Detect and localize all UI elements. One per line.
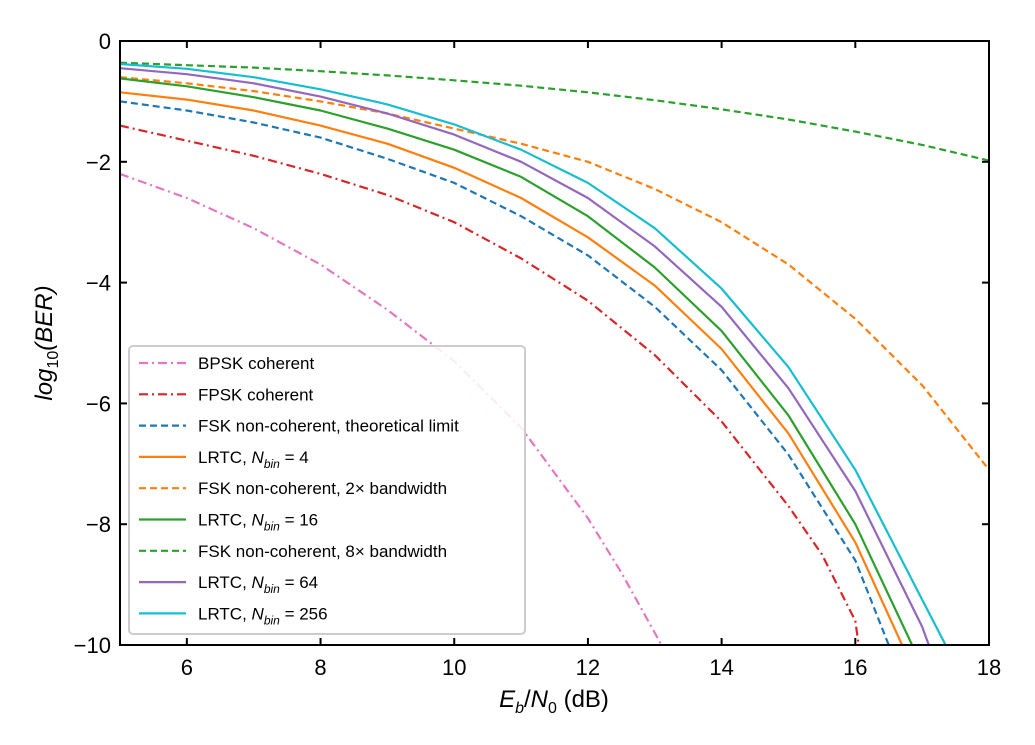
series-line [120, 100, 890, 645]
series-line [120, 124, 860, 645]
series-line [120, 76, 989, 471]
series-line [120, 62, 947, 645]
legend-label: FSK non-coherent, 8× bandwidth [198, 542, 447, 561]
legend-label: BPSK coherent [198, 354, 315, 373]
series-line [120, 91, 904, 645]
series-line [120, 67, 930, 645]
x-tick-label: 10 [442, 655, 466, 680]
y-tick-label: −8 [86, 512, 111, 537]
x-tick-label: 14 [709, 655, 733, 680]
y-tick-label: −10 [74, 633, 111, 658]
y-axis-title: log10(BER) [31, 285, 62, 400]
y-tick-label: −2 [86, 150, 111, 175]
legend-label: LRTC, Nbin = 256 [198, 604, 328, 627]
plot-frame [119, 40, 990, 646]
x-tick-label: 16 [843, 655, 867, 680]
x-tick-label: 12 [576, 655, 600, 680]
legend-label: FSK non-coherent, 2× bandwidth [198, 479, 447, 498]
legend-label: FPSK coherent [198, 385, 314, 404]
y-tick-label: −4 [86, 271, 111, 296]
series-layer [120, 61, 989, 645]
legend-label: LRTC, Nbin = 16 [198, 511, 318, 534]
x-axis-title: Eb/N0 (dB) [499, 686, 609, 717]
legend-label: FSK non-coherent, theoretical limit [198, 417, 459, 436]
legend-label: LRTC, Nbin = 64 [198, 573, 318, 596]
x-tick-label: 8 [314, 655, 326, 680]
series-line [120, 77, 914, 645]
x-tick-label: 6 [181, 655, 193, 680]
y-tick-label: 0 [99, 29, 111, 54]
series-line [120, 61, 989, 162]
legend-box [128, 345, 526, 635]
legend: BPSK coherent FPSK coherent FSK non-cohere… [128, 345, 526, 635]
legend-label: LRTC, Nbin = 4 [198, 448, 309, 471]
ticks-layer: 6 8 10 12 14 16 18 −10 −8 −6 −4 −2 0 [74, 29, 1002, 680]
x-tick-label: 18 [977, 655, 1001, 680]
y-tick-label: −6 [86, 391, 111, 416]
